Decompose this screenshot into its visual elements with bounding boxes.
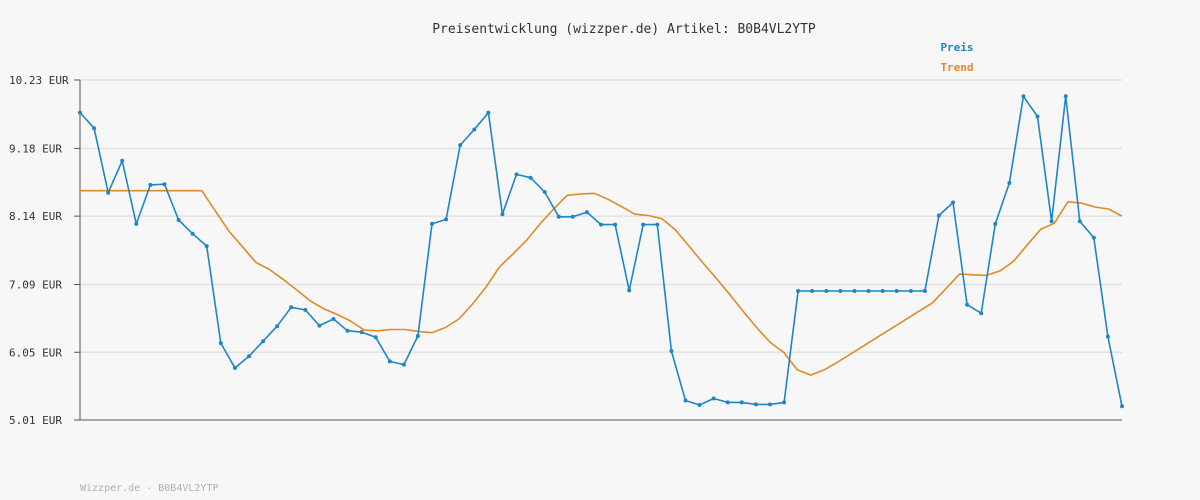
data-point xyxy=(782,400,787,405)
data-point xyxy=(993,221,998,226)
data-point xyxy=(92,126,97,131)
y-tick-label: 8.14 EUR xyxy=(9,210,62,223)
data-point xyxy=(176,218,181,222)
legend-preis-label: Preis xyxy=(940,41,973,54)
data-point xyxy=(880,289,885,293)
chart-title: Preisentwicklung (wizzper.de) Artikel: B… xyxy=(432,22,816,37)
data-point xyxy=(289,305,294,310)
data-point xyxy=(373,335,378,340)
chart-footer: Wizzper.de - B0B4VL2YTP xyxy=(80,483,218,494)
data-point xyxy=(1091,235,1096,240)
data-point xyxy=(331,317,336,321)
grid-lines xyxy=(80,79,1122,354)
data-point xyxy=(204,244,209,249)
data-point xyxy=(796,289,801,293)
y-tick-label: 10.23 EUR xyxy=(9,74,69,87)
data-point xyxy=(528,175,533,180)
data-point xyxy=(866,289,871,293)
data-point xyxy=(1021,94,1026,99)
data-point xyxy=(415,334,420,338)
y-tick-label: 6.05 EUR xyxy=(9,346,62,359)
data-point xyxy=(1063,94,1068,99)
legend-trend-label: Trend xyxy=(940,61,973,74)
data-point xyxy=(683,398,688,403)
data-point xyxy=(641,222,646,227)
data-point xyxy=(1105,334,1110,339)
data-point xyxy=(725,400,730,405)
data-point xyxy=(458,143,463,148)
data-point xyxy=(148,182,153,187)
data-point xyxy=(627,288,632,293)
data-point xyxy=(739,400,744,405)
data-point xyxy=(275,324,280,329)
data-point xyxy=(922,289,927,293)
data-point xyxy=(613,222,618,227)
data-point xyxy=(810,289,815,293)
data-point xyxy=(514,172,519,177)
data-point xyxy=(1007,180,1012,185)
data-point xyxy=(711,396,716,401)
series-line-trend xyxy=(80,189,1123,376)
y-tick-label: 7.09 EUR xyxy=(9,279,62,292)
data-point xyxy=(824,289,829,293)
data-point xyxy=(1035,114,1040,119)
data-point xyxy=(542,190,547,194)
data-point xyxy=(218,341,223,346)
data-point xyxy=(345,328,350,333)
data-point xyxy=(852,289,857,293)
data-point xyxy=(894,289,899,293)
data-point xyxy=(500,212,505,217)
series-layer xyxy=(78,94,1124,409)
data-point xyxy=(232,365,237,370)
y-tick-label: 5.01 EUR xyxy=(9,414,62,427)
data-point xyxy=(1049,219,1054,224)
data-point xyxy=(401,362,406,367)
series-line-preis xyxy=(79,95,1123,407)
data-point xyxy=(472,127,477,132)
data-point xyxy=(838,289,843,293)
data-point xyxy=(317,323,322,328)
data-point xyxy=(570,214,575,219)
y-tick-label: 9.18 EUR xyxy=(9,142,62,155)
data-point xyxy=(965,302,970,307)
data-point xyxy=(556,214,561,219)
data-point xyxy=(247,354,251,359)
data-point xyxy=(584,210,589,215)
data-point xyxy=(303,307,308,312)
data-point xyxy=(599,222,603,227)
data-point xyxy=(106,190,111,195)
data-point xyxy=(261,339,266,344)
data-point xyxy=(979,311,984,316)
data-point xyxy=(78,110,82,115)
data-point xyxy=(908,289,913,293)
data-point xyxy=(387,359,392,364)
data-point xyxy=(1077,219,1082,224)
data-point xyxy=(669,349,674,353)
data-point xyxy=(134,221,139,226)
data-point xyxy=(190,231,195,236)
data-point xyxy=(1120,404,1124,409)
data-point xyxy=(430,221,434,226)
data-point xyxy=(655,222,660,227)
data-point xyxy=(486,110,491,115)
data-point xyxy=(120,158,125,163)
data-point xyxy=(951,200,955,205)
y-axis-tick-labels: 10.23 EUR 9.18 EUR 8.14 EUR 7.09 EUR 6.05 EU… xyxy=(9,74,80,427)
data-point xyxy=(936,213,941,218)
data-point xyxy=(359,330,364,335)
data-point xyxy=(753,402,758,407)
data-point xyxy=(697,403,702,407)
data-point xyxy=(768,402,772,407)
data-point xyxy=(162,182,167,187)
data-point xyxy=(444,217,449,222)
